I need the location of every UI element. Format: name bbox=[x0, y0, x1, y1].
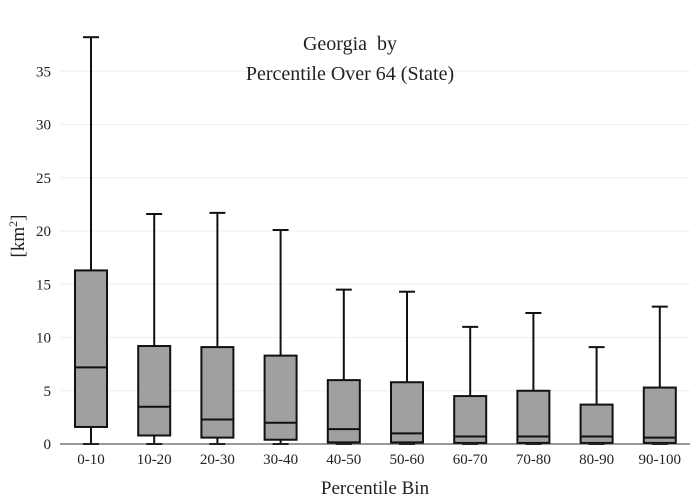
iqr-box bbox=[453, 395, 488, 444]
box-80-90 bbox=[579, 346, 614, 445]
y-tick-label: 0 bbox=[44, 437, 52, 453]
chart-title-line-2: Percentile Over 64 (State) bbox=[246, 63, 454, 85]
x-tick-label: 30-40 bbox=[263, 452, 298, 468]
y-tick-labels: 0 5 10 15 20 25 30 35 bbox=[36, 64, 51, 453]
box-50-60 bbox=[390, 290, 424, 445]
y-tick-label: 20 bbox=[36, 224, 51, 240]
x-tick-label: 60-70 bbox=[453, 452, 488, 468]
y-tick-label: 30 bbox=[36, 118, 51, 134]
box-60-70 bbox=[453, 325, 488, 445]
iqr-box bbox=[137, 345, 172, 437]
x-tick-label: 80-90 bbox=[579, 452, 614, 468]
y-tick-label: 35 bbox=[36, 64, 51, 80]
iqr-box bbox=[326, 379, 361, 444]
x-axis-label: Percentile Bin bbox=[321, 478, 430, 499]
chart-title-line-1: Georgia by bbox=[303, 33, 397, 55]
x-tick-label: 0-10 bbox=[77, 452, 105, 468]
y-axis-label: [km2] bbox=[6, 215, 29, 258]
box-70-80 bbox=[516, 312, 551, 445]
y-tick-label: 5 bbox=[44, 384, 52, 400]
box-0-10 bbox=[74, 36, 108, 445]
y-axis-label-base: [km bbox=[8, 227, 29, 258]
y-tick-label: 10 bbox=[36, 331, 51, 347]
x-tick-labels: 0-10 10-20 20-30 30-40 40-50 50-60 60-70 70-80 8… bbox=[77, 452, 681, 468]
y-tick-label: 15 bbox=[36, 277, 51, 293]
box-10-20 bbox=[137, 212, 172, 445]
box-40-50 bbox=[326, 288, 361, 445]
x-tick-label: 90-100 bbox=[639, 452, 682, 468]
box-90-100 bbox=[642, 305, 677, 445]
x-tick-label: 70-80 bbox=[516, 452, 551, 468]
x-tick-label: 20-30 bbox=[200, 452, 235, 468]
y-axis-label-close: ] bbox=[8, 215, 29, 221]
iqr-box bbox=[200, 346, 235, 439]
grid-lines bbox=[60, 70, 690, 392]
box-20-30 bbox=[200, 211, 235, 445]
iqr-box bbox=[642, 386, 677, 444]
x-tick-label: 40-50 bbox=[326, 452, 361, 468]
y-axis-label-superscript: 2 bbox=[6, 221, 20, 227]
x-tick-label: 10-20 bbox=[137, 452, 172, 468]
iqr-box bbox=[263, 354, 298, 441]
iqr-box bbox=[516, 389, 551, 444]
box-series bbox=[74, 36, 677, 445]
box-30-40 bbox=[263, 228, 298, 445]
y-tick-label: 25 bbox=[36, 171, 51, 187]
x-tick-label: 50-60 bbox=[390, 452, 425, 468]
iqr-box bbox=[74, 269, 108, 428]
